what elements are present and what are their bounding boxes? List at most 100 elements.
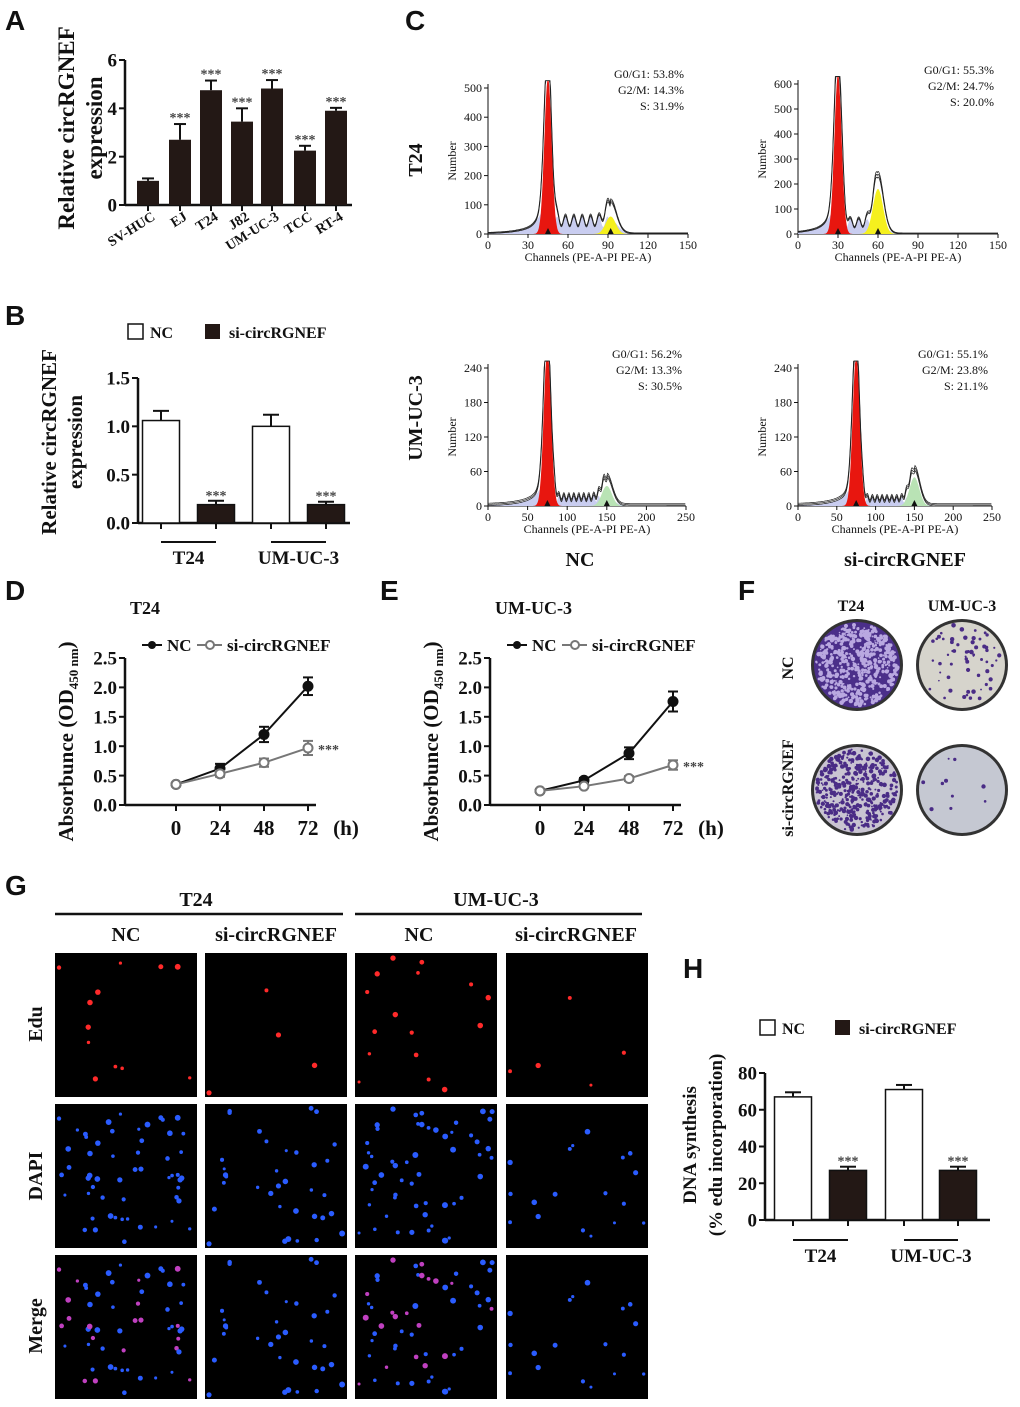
nucleus-dot xyxy=(365,1140,370,1146)
nucleus-dot xyxy=(325,1309,330,1314)
nucleus-dot xyxy=(395,1230,400,1235)
nucleus-dot xyxy=(422,1362,428,1369)
stat-g0g1: G0/G1: 56.2% xyxy=(612,347,682,361)
micrograph-merge-1 xyxy=(55,1255,197,1399)
nucleus-dot xyxy=(113,1064,118,1069)
colony-dot xyxy=(971,689,976,694)
colony-dot xyxy=(965,667,971,673)
colony-dot xyxy=(870,684,875,688)
nucleus-dot xyxy=(282,1238,288,1244)
nucleus-dot xyxy=(170,1219,174,1223)
nucleus-dot xyxy=(485,994,491,1001)
colony-dot xyxy=(845,822,849,826)
nucleus-dot xyxy=(56,965,62,970)
colony-dot xyxy=(853,796,858,801)
data-point-si-circRGNEF xyxy=(667,759,679,771)
micrograph-background xyxy=(506,1104,648,1248)
micrograph-edu-4 xyxy=(506,953,648,1097)
colony-dot xyxy=(868,766,871,769)
micrograph-background xyxy=(506,953,648,1097)
nucleus-dot xyxy=(320,1215,326,1221)
peak-marker xyxy=(545,228,551,234)
colony-dot xyxy=(840,665,843,669)
colony-dot xyxy=(844,763,849,768)
data-point-si-circRGNEF xyxy=(214,768,226,780)
y-tick-label: 2.0 xyxy=(93,678,117,699)
colony-dot xyxy=(834,641,838,644)
nucleus-dot xyxy=(589,1234,593,1238)
colony-dot xyxy=(828,659,831,662)
y-tick-label: 60 xyxy=(780,465,792,479)
nucleus-dot xyxy=(508,1069,512,1074)
micrograph-background xyxy=(205,1255,347,1399)
colony-dot xyxy=(964,655,967,658)
nucleus-dot xyxy=(395,1381,400,1386)
colony-dot xyxy=(877,682,881,686)
colony-dot xyxy=(980,688,982,691)
colony-dot xyxy=(833,763,838,768)
colony-dot xyxy=(841,645,847,651)
colony-dot xyxy=(865,756,871,762)
colony-dot xyxy=(881,767,883,770)
colony-dot xyxy=(861,688,866,693)
colony-dot xyxy=(869,652,873,656)
colony-dot xyxy=(845,797,849,802)
nucleus-dot xyxy=(426,1228,431,1233)
colony-dot xyxy=(823,807,827,811)
nucleus-dot xyxy=(416,1273,420,1277)
colony-dot xyxy=(828,809,833,814)
colony-dot xyxy=(868,655,872,659)
colony-dot xyxy=(846,647,849,650)
nucleus-dot xyxy=(105,1119,112,1125)
colony-dot xyxy=(865,680,868,683)
colony-dot xyxy=(844,689,847,692)
colony-dot xyxy=(857,626,860,629)
colony-dot xyxy=(871,796,876,801)
colony-dot xyxy=(931,639,935,643)
colony-dot xyxy=(882,684,887,689)
colony-dot xyxy=(832,692,836,696)
nucleus-dot xyxy=(222,1172,229,1178)
nucleus-dot xyxy=(426,1125,431,1130)
colony-dot xyxy=(865,650,869,654)
colony-dot xyxy=(829,685,834,689)
nucleus-dot xyxy=(508,1220,512,1225)
colony-dot xyxy=(863,693,868,698)
y-tick-label: 0.5 xyxy=(106,465,130,486)
y-tick-label: 2.5 xyxy=(458,649,482,670)
colony-dot xyxy=(892,663,897,668)
colony-dot xyxy=(852,626,856,630)
colony-dot xyxy=(851,643,854,645)
colony-dot xyxy=(860,758,864,761)
colony-dot xyxy=(964,650,969,654)
colony-dot xyxy=(870,700,875,705)
colony-dot xyxy=(860,651,865,656)
micrograph-background xyxy=(205,953,347,1097)
colony-dot xyxy=(850,748,853,751)
y-tick-label: 40 xyxy=(738,1137,757,1158)
nucleus-dot xyxy=(433,1127,439,1133)
nucleus-dot xyxy=(393,1195,397,1200)
nucleus-dot xyxy=(409,1181,414,1186)
nucleus-dot xyxy=(137,1375,143,1381)
colony-dot xyxy=(824,651,829,655)
ylabel-end: ) xyxy=(419,641,443,648)
bar-SV-HUC xyxy=(137,180,159,205)
nucleus-dot xyxy=(118,1112,123,1116)
colony-dot xyxy=(966,689,971,694)
colony-dot xyxy=(838,801,841,804)
nucleus-dot xyxy=(370,1188,374,1192)
colony-dot xyxy=(846,689,850,693)
nucleus-dot xyxy=(274,1320,279,1324)
nucleus-dot xyxy=(603,1342,608,1347)
colony-dot xyxy=(866,645,871,649)
colony-dot xyxy=(858,696,862,700)
colony-dot xyxy=(950,794,954,798)
colony-dot xyxy=(881,812,884,816)
colony-dot xyxy=(883,782,886,785)
colony-dot xyxy=(840,628,843,631)
y-tick-label: 2.0 xyxy=(458,678,482,699)
nucleus-dot xyxy=(469,982,474,987)
ylabel-main: Absorbunce (OD xyxy=(54,689,78,841)
legend-marker-nc xyxy=(513,641,521,649)
